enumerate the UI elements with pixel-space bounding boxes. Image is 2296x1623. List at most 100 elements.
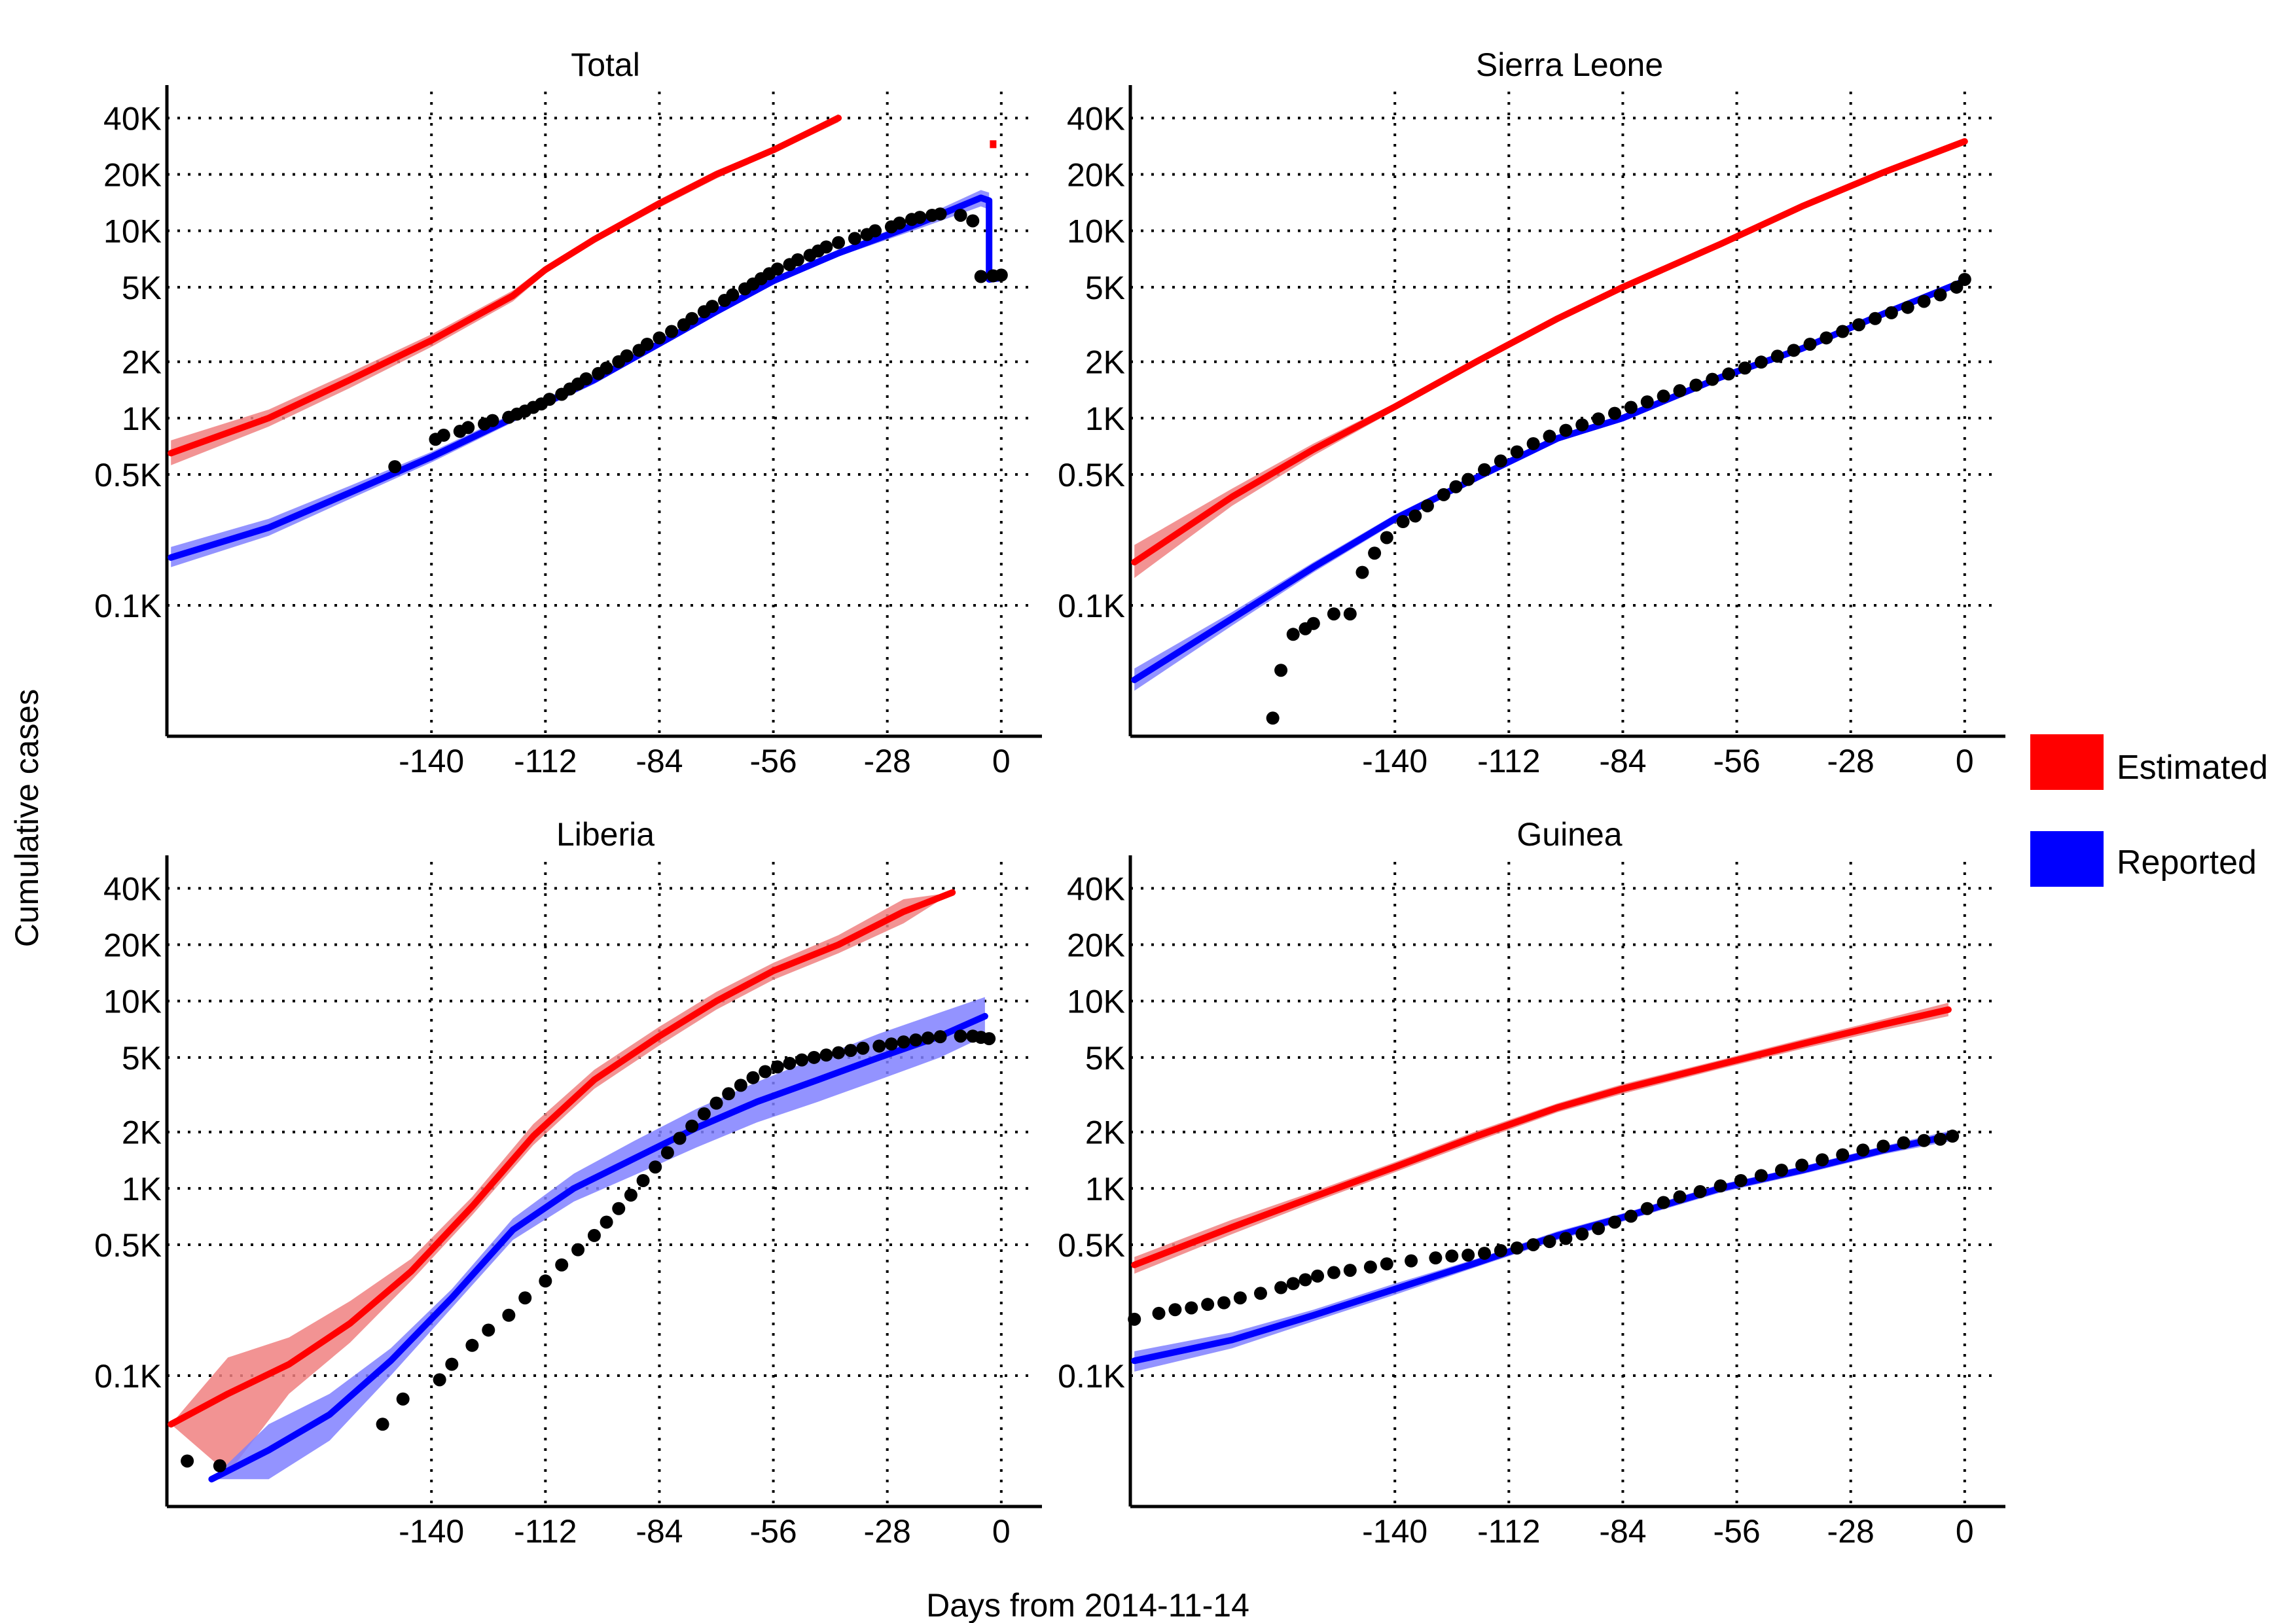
grid bbox=[1130, 862, 1992, 1507]
data-point bbox=[807, 1050, 821, 1064]
data-point bbox=[954, 208, 967, 222]
data-point bbox=[770, 1060, 784, 1074]
data-point bbox=[819, 240, 833, 254]
estimated-line bbox=[168, 115, 842, 457]
data-point bbox=[612, 1202, 626, 1215]
data-point bbox=[685, 312, 699, 325]
data-point bbox=[181, 1454, 194, 1468]
data-point bbox=[1526, 437, 1540, 450]
y-axis-title: Cumulative cases bbox=[9, 689, 45, 948]
y-tick-label: 40K bbox=[1067, 870, 1125, 907]
y-tick-label: 20K bbox=[1067, 927, 1125, 964]
data-point bbox=[909, 1033, 923, 1047]
data-point bbox=[653, 331, 666, 345]
data-point bbox=[555, 1258, 569, 1272]
x-tick-label: -28 bbox=[1827, 743, 1874, 779]
data-point bbox=[649, 1160, 662, 1174]
estimated-line bbox=[168, 889, 956, 1428]
data-point bbox=[1449, 480, 1463, 493]
y-tick-label: 0.1K bbox=[94, 1358, 162, 1395]
data-point bbox=[1559, 1232, 1573, 1245]
grid bbox=[167, 92, 1029, 736]
data-point bbox=[461, 421, 475, 435]
y-tick-label: 40K bbox=[1067, 100, 1125, 137]
data-point bbox=[1713, 1179, 1727, 1193]
legend-label-estimated: Estimated bbox=[2117, 749, 2268, 787]
data-point bbox=[1657, 1196, 1670, 1209]
data-point bbox=[1494, 454, 1507, 468]
data-point bbox=[746, 1071, 760, 1084]
data-point bbox=[1738, 361, 1752, 375]
data-point bbox=[1803, 337, 1817, 351]
data-point bbox=[1462, 473, 1475, 486]
reported-data-points bbox=[1128, 1130, 1960, 1326]
data-point bbox=[1820, 331, 1833, 345]
x-tick-label: -28 bbox=[864, 1513, 911, 1550]
data-point bbox=[1185, 1301, 1198, 1315]
reported-band bbox=[1134, 1131, 1948, 1372]
x-tick-label: 0 bbox=[992, 1513, 1011, 1550]
y-tick-label: 2K bbox=[122, 344, 162, 381]
data-point bbox=[1608, 406, 1622, 420]
y-tick-label: 1K bbox=[122, 1171, 162, 1207]
reported-band bbox=[211, 997, 985, 1480]
data-point bbox=[1950, 280, 1964, 294]
y-tick-label: 20K bbox=[103, 157, 162, 194]
data-point bbox=[1958, 272, 1971, 286]
data-point bbox=[1543, 1235, 1556, 1249]
data-point bbox=[1343, 607, 1357, 621]
x-tick-label: -112 bbox=[1477, 743, 1540, 779]
x-tick-label: 0 bbox=[992, 743, 1011, 779]
estimated-line bbox=[1131, 1006, 1952, 1268]
data-point bbox=[1286, 1277, 1300, 1291]
data-point bbox=[1624, 1209, 1638, 1223]
y-tick-label: 20K bbox=[103, 927, 162, 964]
data-point bbox=[486, 414, 499, 427]
data-point bbox=[1363, 1260, 1377, 1274]
data-point bbox=[1355, 565, 1369, 579]
data-point bbox=[1327, 607, 1340, 621]
y-tick-label: 10K bbox=[103, 984, 162, 1020]
data-point bbox=[1734, 1173, 1748, 1187]
data-point bbox=[1836, 325, 1850, 338]
panel-total: Total -140 -112 -84 -56 -28 0 40K 20K 10K 5K 2K 1K 0… bbox=[94, 46, 1042, 779]
data-point bbox=[539, 1274, 552, 1288]
data-point bbox=[1754, 1169, 1768, 1183]
data-point bbox=[482, 1323, 495, 1337]
data-point bbox=[1917, 294, 1931, 308]
x-tick-label: -112 bbox=[1477, 1513, 1540, 1550]
data-point bbox=[624, 1188, 637, 1202]
x-tick-label: -84 bbox=[636, 1513, 683, 1550]
data-point bbox=[1852, 318, 1866, 332]
data-point bbox=[1592, 1222, 1605, 1236]
data-point bbox=[433, 1373, 446, 1387]
y-tick-label: 20K bbox=[1067, 157, 1125, 194]
y-tick-label: 5K bbox=[1085, 1040, 1125, 1077]
reported-data-points bbox=[1266, 272, 1971, 725]
data-point bbox=[1405, 1254, 1418, 1268]
estimated-band bbox=[1134, 139, 1965, 579]
data-point bbox=[437, 429, 450, 442]
x-tick-label: -140 bbox=[399, 1513, 464, 1550]
y-tick-label: 10K bbox=[103, 213, 162, 250]
data-point bbox=[620, 349, 634, 363]
data-point bbox=[396, 1392, 410, 1406]
data-point bbox=[1526, 1238, 1540, 1251]
y-tick-label: 5K bbox=[122, 1040, 162, 1077]
data-point bbox=[1429, 1251, 1443, 1265]
data-point bbox=[722, 1087, 736, 1101]
data-point bbox=[913, 211, 927, 224]
data-point bbox=[848, 232, 861, 245]
data-point bbox=[376, 1418, 389, 1431]
y-tick-label: 10K bbox=[1067, 213, 1125, 250]
x-tick-label: -28 bbox=[1827, 1513, 1874, 1550]
data-point bbox=[1856, 1143, 1870, 1157]
y-tick-label: 1K bbox=[1085, 401, 1125, 437]
legend-swatch-estimated bbox=[2030, 734, 2104, 790]
x-tick-label: -112 bbox=[514, 743, 577, 779]
x-tick-label: -56 bbox=[749, 743, 797, 779]
y-tick-label: 40K bbox=[103, 870, 162, 907]
data-point bbox=[1689, 378, 1703, 392]
data-point bbox=[1816, 1153, 1829, 1167]
data-point bbox=[832, 1046, 846, 1060]
